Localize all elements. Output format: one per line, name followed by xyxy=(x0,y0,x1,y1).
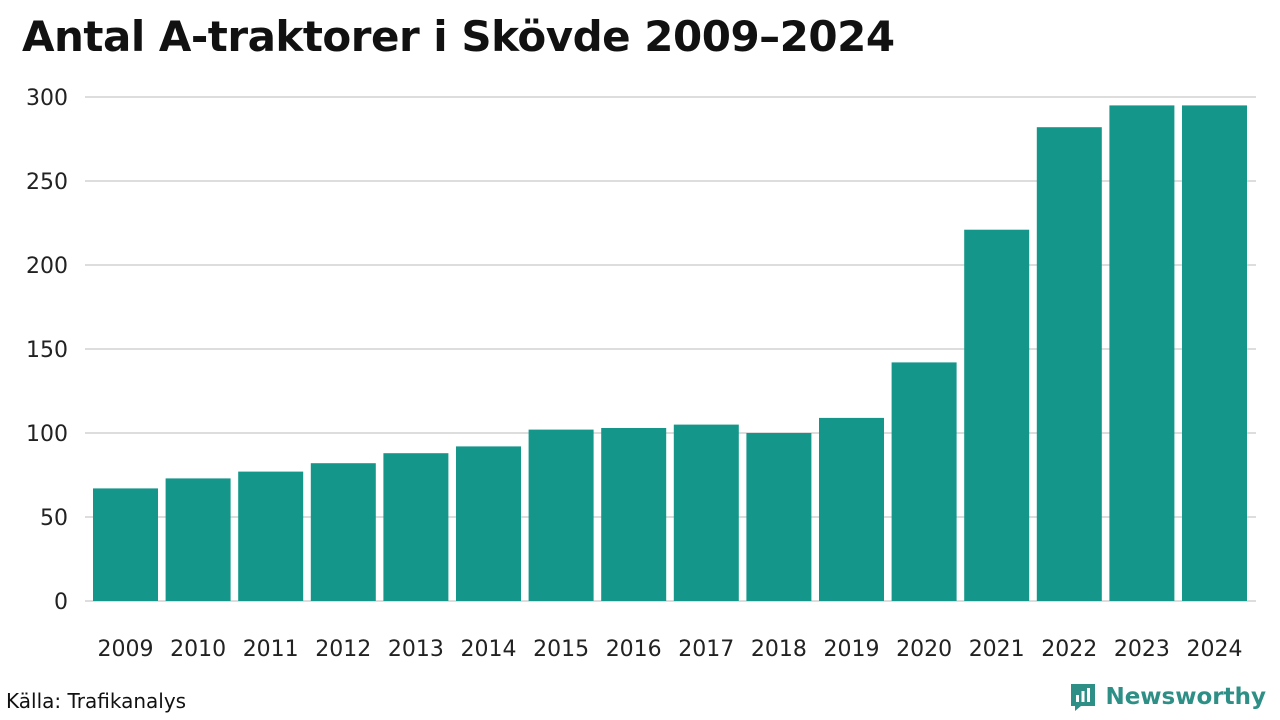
y-tick-label: 250 xyxy=(26,170,68,195)
brand-logo: Newsworthy xyxy=(1069,682,1266,712)
bar xyxy=(1182,105,1247,602)
bar xyxy=(746,433,812,601)
y-tick-label: 300 xyxy=(26,86,68,111)
bar xyxy=(456,446,521,601)
y-tick-label: 200 xyxy=(26,254,68,279)
x-tick-label: 2014 xyxy=(461,637,517,662)
x-tick-label: 2019 xyxy=(824,637,880,662)
bars xyxy=(93,105,1247,602)
x-tick-label: 2009 xyxy=(98,637,154,662)
bar xyxy=(819,417,884,601)
x-tick-label: 2020 xyxy=(896,637,952,662)
x-tick-label: 2017 xyxy=(678,637,734,662)
bar xyxy=(1036,127,1102,601)
x-tick-label: 2023 xyxy=(1114,637,1170,662)
y-tick-label: 50 xyxy=(40,506,68,531)
y-axis-ticks: 0 50 100 150 200 250 300 xyxy=(26,86,68,615)
y-tick-label: 100 xyxy=(26,422,68,447)
bar xyxy=(601,428,667,601)
source-note: Källa: Trafikanalys xyxy=(6,689,187,713)
brand-name: Newsworthy xyxy=(1105,684,1266,710)
x-axis-ticks: 2009 2010 2011 2012 2013 2014 2015 2016 2017 2018… xyxy=(98,637,1243,662)
x-tick-label: 2012 xyxy=(315,637,371,662)
bar xyxy=(238,471,304,601)
x-tick-label: 2021 xyxy=(969,637,1025,662)
x-tick-label: 2013 xyxy=(388,637,444,662)
newsworthy-logo-icon xyxy=(1071,684,1096,711)
x-tick-label: 2022 xyxy=(1041,637,1097,662)
x-tick-label: 2024 xyxy=(1187,637,1243,662)
chart-title: Antal A-traktorer i Skövde 2009–2024 xyxy=(22,12,895,61)
bar xyxy=(310,463,376,601)
bar xyxy=(891,362,957,601)
bar xyxy=(383,453,449,601)
bar xyxy=(1109,105,1175,602)
x-tick-label: 2016 xyxy=(606,637,662,662)
bar xyxy=(165,478,231,601)
bar xyxy=(673,424,739,601)
y-tick-label: 0 xyxy=(54,590,68,615)
bar xyxy=(964,229,1030,601)
y-tick-label: 150 xyxy=(26,338,68,363)
x-tick-label: 2010 xyxy=(170,637,226,662)
x-tick-label: 2011 xyxy=(243,637,299,662)
x-tick-label: 2018 xyxy=(751,637,807,662)
x-tick-label: 2015 xyxy=(533,637,589,662)
bar xyxy=(528,429,594,601)
bar xyxy=(93,488,158,601)
